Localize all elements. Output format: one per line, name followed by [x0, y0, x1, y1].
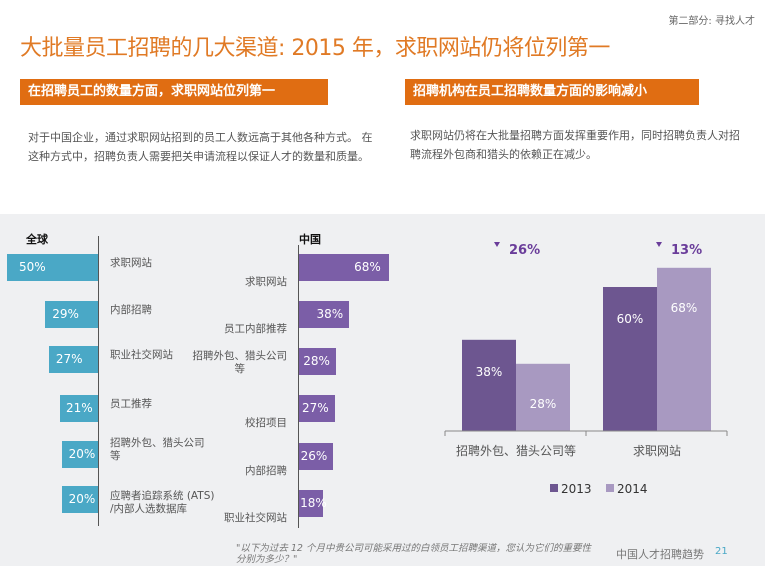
global-bar-value-label: 20% [68, 492, 96, 506]
china-bar: 27% [299, 395, 335, 422]
down-arrow-icon [494, 242, 500, 247]
category-label: 招聘外包、猎头公司等 [456, 444, 576, 458]
report-title: 中国人才招聘趋势 [616, 548, 704, 561]
china-bar-value-label: 18% [300, 496, 327, 510]
china-axis [298, 245, 299, 528]
china-bar: 26% [299, 443, 334, 470]
global-chart-title: 全球 [26, 233, 48, 246]
global-bar: 50% [7, 254, 98, 281]
global-bar: 20% [61, 441, 98, 468]
global-bar: 20% [61, 486, 98, 513]
china-category-label: 校招项目 [245, 417, 287, 429]
china-bar-value-label: 26% [300, 449, 328, 463]
global-category-label: 求职网站 [110, 257, 152, 269]
china-category-label: 求职网站 [245, 276, 287, 288]
global-category-label: 职业社交网站 [110, 349, 173, 361]
bar-value-label: 68% [671, 301, 698, 315]
china-bar: 38% [299, 301, 350, 328]
global-bar-value-label: 50% [19, 260, 46, 274]
global-bar-value-label: 21% [65, 401, 93, 415]
page-number: 21 [715, 546, 728, 557]
china-bar: 18% [299, 490, 327, 517]
global-bar: 27% [48, 346, 98, 373]
left-paragraph: 对于中国企业，通过求职网站招到的员工人数远高于其他各种方式。 在这种方式中，招聘… [28, 131, 373, 163]
china-category-label: 内部招聘 [245, 465, 287, 477]
bar-value-label: 38% [476, 365, 503, 379]
footnote: "以下为过去 12 个月中贵公司可能采用过的白领员工招聘渠道，您认为它们的重要性… [236, 543, 591, 565]
china-bar-value-label: 38% [316, 307, 344, 321]
down-arrow-icon [656, 242, 662, 247]
grouped-bar-chart: 38% 28% 招聘外包、猎头公司等 26% 60% 68% 求职网站 13% 2013 2014 [444, 242, 728, 496]
legend-swatch-2014 [606, 484, 614, 492]
china-chart-title: 中国 [299, 233, 321, 246]
legend-label: 2014 [617, 482, 648, 496]
global-axis [98, 236, 99, 526]
global-category-label: 员工推荐 [110, 398, 152, 410]
china-category-label: 职业社交网站 [224, 512, 287, 524]
right-paragraph: 求职网站仍将在大批量招聘方面发挥重要作用，同时招聘负责人对招聘流程外包商和猎头的… [410, 129, 740, 161]
legend-swatch-2013 [550, 484, 558, 492]
left-banner: 在招聘员工的数量方面，求职网站位列第一 [20, 79, 328, 105]
global-bar: 29% [45, 301, 98, 328]
global-category-label: 应聘者追踪系统 (ATS) /内部人选数据库 [110, 490, 215, 515]
section-label: 第二部分: 寻找人才 [668, 16, 755, 27]
legend-label: 2013 [561, 482, 592, 496]
bar-2013 [603, 287, 657, 431]
china-bar: 68% [299, 254, 389, 281]
global-bar-value-label: 27% [55, 352, 83, 366]
china-bar-value-label: 68% [354, 260, 381, 274]
global-bar: 21% [59, 395, 98, 422]
china-bar: 28% [299, 348, 336, 375]
bar-value-label: 28% [530, 397, 557, 411]
change-annotation: 26% [509, 243, 540, 258]
global-category-label: 内部招聘 [110, 304, 152, 316]
china-bar-value-label: 28% [303, 354, 330, 368]
bar-2014 [516, 363, 570, 431]
china-category-label: 招聘外包、猎头公司 等 [192, 350, 288, 375]
bar-2014 [657, 267, 711, 431]
china-category-label: 员工内部推荐 [224, 323, 287, 335]
right-banner: 招聘机构在员工招聘数量方面的影响减小 [405, 79, 699, 105]
change-annotation: 13% [671, 243, 702, 258]
page-title: 大批量员工招聘的几大渠道: 2015 年，求职网站仍将位列第一 [20, 36, 610, 61]
bar-2013 [462, 339, 516, 431]
bar-value-label: 60% [617, 312, 644, 326]
global-bar-value-label: 29% [52, 307, 79, 321]
global-bar-value-label: 20% [68, 447, 96, 461]
category-label: 求职网站 [633, 444, 681, 458]
global-category-label: 招聘外包、猎头公司 等 [110, 437, 205, 462]
china-bar-value-label: 27% [301, 401, 329, 415]
